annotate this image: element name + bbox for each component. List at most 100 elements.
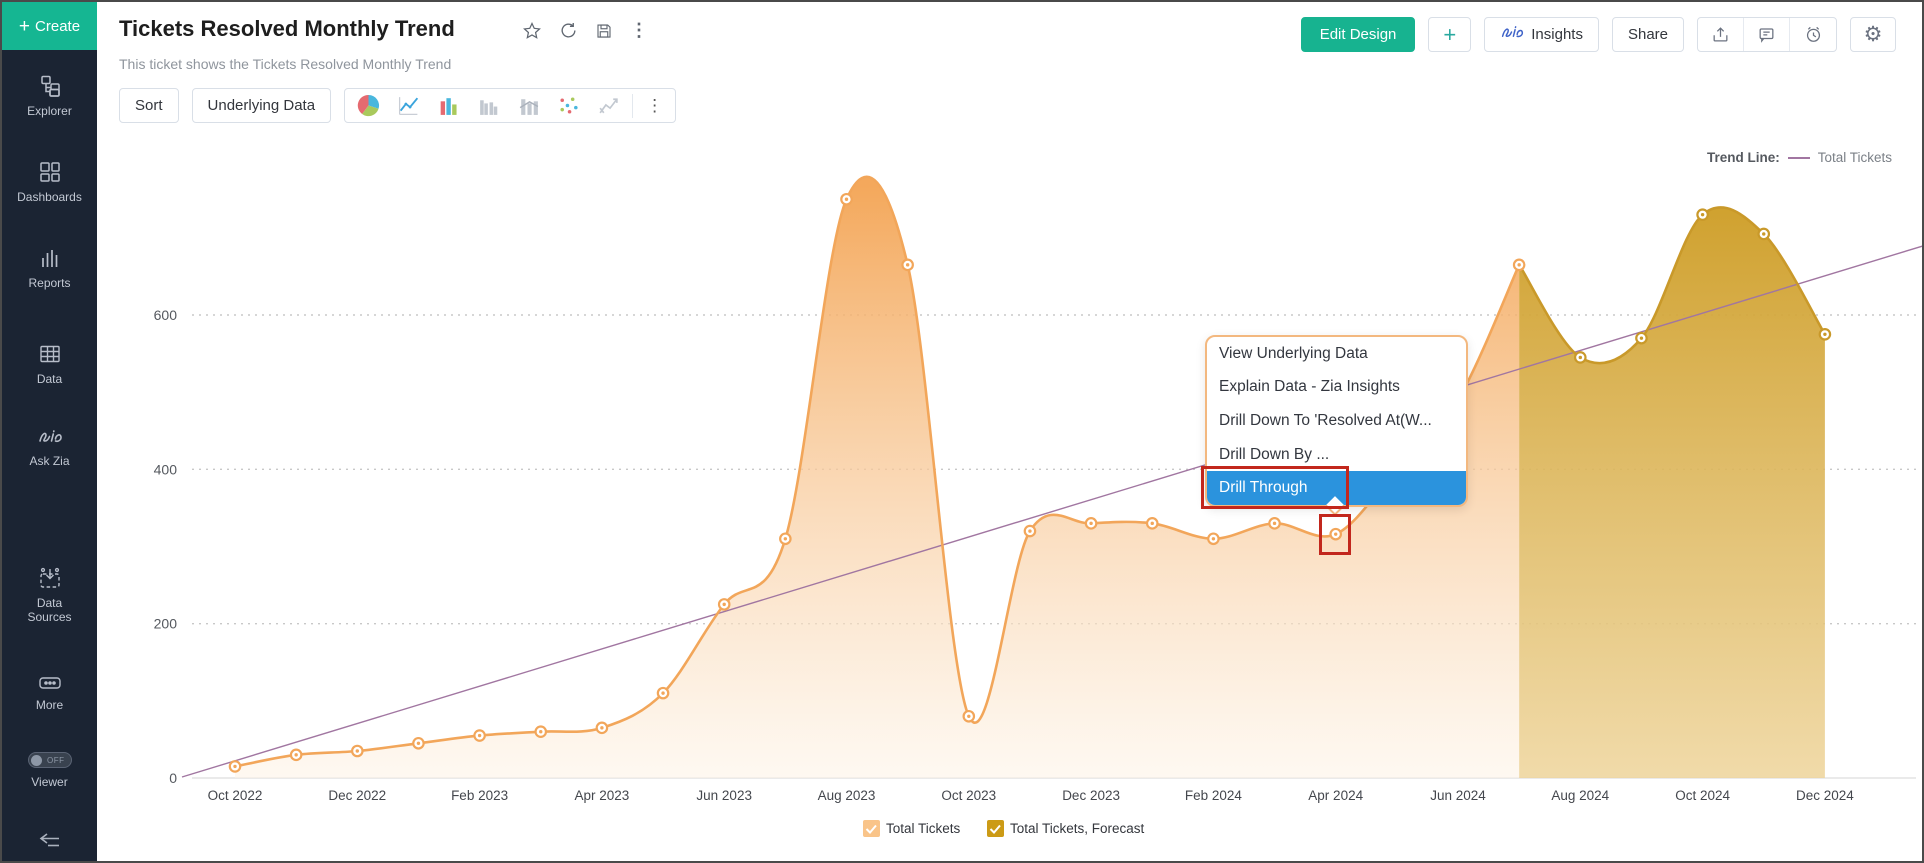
trend-line xyxy=(181,245,1922,778)
explorer-icon xyxy=(2,74,97,98)
viewer-label: Viewer xyxy=(31,775,68,789)
trend-chart-svg[interactable]: 0 200 400 600 Oct 2022 Dec 2022 Feb 2023 Apr 20… xyxy=(97,132,1924,863)
x-axis-tick-label: Dec 2024 xyxy=(1796,788,1854,803)
page-title: Tickets Resolved Monthly Trend xyxy=(119,16,455,41)
stacked-bar-icon[interactable] xyxy=(511,92,545,120)
sidebar-item-ask-zia[interactable]: Ask Zia xyxy=(2,426,97,468)
combo-icon[interactable] xyxy=(591,92,625,120)
x-axis-tick-label: Jun 2023 xyxy=(696,788,752,803)
data-point-center xyxy=(294,753,298,757)
context-menu: View Underlying Data Explain Data - Zia I… xyxy=(1205,335,1468,517)
data-point-center xyxy=(1089,521,1093,526)
main-area: Tickets Resolved Monthly Trend ⋮ This ti… xyxy=(97,2,1922,861)
reports-icon xyxy=(2,246,97,270)
data-point-center xyxy=(1823,332,1827,336)
toggle-off-label: OFF xyxy=(47,755,65,765)
sidebar-item-reports[interactable]: Reports xyxy=(2,246,97,290)
edit-design-button[interactable]: Edit Design xyxy=(1300,17,1416,52)
collapse-sidebar-icon[interactable] xyxy=(2,830,97,855)
sidebar-item-more[interactable]: More xyxy=(2,674,97,712)
data-point-center xyxy=(661,691,665,695)
sidebar: + Create Explorer Dashboards Reports Dat… xyxy=(2,2,97,861)
legend-label: Total Tickets xyxy=(886,821,961,836)
sidebar-item-explorer[interactable]: Explorer xyxy=(2,74,97,118)
sidebar-item-viewer[interactable]: OFF Viewer xyxy=(2,752,97,789)
x-axis-tick-label: Apr 2023 xyxy=(575,788,630,803)
page-subtitle: This ticket shows the Tickets Resolved M… xyxy=(119,56,452,72)
x-axis-tick-label: Feb 2024 xyxy=(1185,788,1243,803)
x-axis-tick-label: Jun 2024 xyxy=(1430,788,1486,803)
export-icon[interactable] xyxy=(1698,18,1744,51)
x-axis-tick-label: Apr 2024 xyxy=(1308,788,1363,803)
check-icon xyxy=(989,824,1001,834)
sidebar-item-label: Reports xyxy=(28,276,71,290)
x-axis-tick-label: Dec 2023 xyxy=(1062,788,1120,803)
data-sources-icon xyxy=(2,566,97,590)
bar-chart-icon[interactable] xyxy=(431,92,465,120)
refresh-icon[interactable] xyxy=(559,21,578,40)
data-point-center xyxy=(844,197,849,201)
insights-label: Insights xyxy=(1531,26,1583,43)
sort-button[interactable]: Sort xyxy=(119,88,179,123)
data-point-center xyxy=(1639,336,1644,340)
sidebar-item-label: Ask Zia xyxy=(29,454,70,468)
legend-label: Total Tickets, Forecast xyxy=(1010,821,1145,836)
legend-checkbox[interactable] xyxy=(987,820,1004,837)
gear-icon[interactable]: ⚙ xyxy=(1850,17,1896,52)
menu-item-explain-data-zia-insights[interactable]: Explain Data - Zia Insights xyxy=(1219,378,1400,396)
data-point-center xyxy=(1517,263,1521,267)
sidebar-item-data-sources[interactable]: Data Sources xyxy=(2,566,97,624)
data-point-center xyxy=(1700,212,1705,217)
top-actions: Edit Design + Insights Share xyxy=(1300,17,1896,52)
report-toolbar: Sort Underlying Data ⋮ xyxy=(119,88,677,123)
create-button[interactable]: + Create xyxy=(2,2,97,50)
data-point-center xyxy=(1272,521,1277,526)
data-point-center xyxy=(1028,529,1032,533)
legend-checkbox[interactable] xyxy=(863,820,880,837)
menu-item-view-underlying-data[interactable]: View Underlying Data xyxy=(1219,344,1368,362)
menu-item-drill-down-by[interactable]: Drill Down By ... xyxy=(1219,445,1330,463)
underlying-data-button[interactable]: Underlying Data xyxy=(191,88,332,123)
data-point-center xyxy=(783,537,788,541)
scatter-icon[interactable] xyxy=(551,92,585,120)
area-forecast[interactable] xyxy=(1519,207,1825,778)
data-point-center xyxy=(600,726,604,730)
check-icon xyxy=(865,824,877,834)
data-icon xyxy=(2,342,97,366)
trend-line-series: Total Tickets xyxy=(1817,150,1892,165)
share-button[interactable]: Share xyxy=(1611,17,1684,52)
zia-icon xyxy=(1500,25,1524,44)
data-point-center xyxy=(416,741,421,745)
menu-item-drill-down-to-resolved-at-w[interactable]: Drill Down To 'Resolved At(W... xyxy=(1219,411,1432,429)
add-button[interactable]: + xyxy=(1428,17,1472,52)
line-chart-icon[interactable] xyxy=(391,92,425,120)
data-point-center xyxy=(967,714,971,718)
divider xyxy=(632,93,634,118)
kebab-icon[interactable]: ⋮ xyxy=(630,20,648,40)
star-icon[interactable] xyxy=(522,21,542,41)
data-point-center xyxy=(233,764,237,769)
toggle-knob-icon xyxy=(30,754,42,766)
comment-icon[interactable] xyxy=(1744,18,1790,51)
y-axis-tick-label: 600 xyxy=(154,307,178,323)
sidebar-item-label: More xyxy=(35,698,64,712)
save-icon[interactable] xyxy=(595,22,613,40)
sidebar-item-dashboards[interactable]: Dashboards xyxy=(2,160,97,204)
pie-chart-icon[interactable] xyxy=(351,92,385,120)
insights-button[interactable]: Insights xyxy=(1484,17,1599,52)
line-forecast[interactable] xyxy=(1518,206,1827,365)
x-axis-tick-label: Aug 2024 xyxy=(1551,788,1609,803)
area-total-tickets[interactable] xyxy=(235,176,1520,778)
sidebar-item-label: Dashboards xyxy=(17,190,82,204)
x-axis-tick-label: Aug 2023 xyxy=(818,788,876,803)
grouped-bar-icon[interactable] xyxy=(471,92,505,120)
chart-area[interactable]: 0 200 400 600 Oct 2022 Dec 2022 Feb 2023 Apr 20… xyxy=(97,132,1924,863)
alarm-icon[interactable] xyxy=(1790,18,1836,51)
sidebar-item-data[interactable]: Data xyxy=(2,342,97,386)
data-point-center xyxy=(1578,355,1583,360)
data-point-center xyxy=(1334,532,1338,536)
chart-type-group: ⋮ xyxy=(344,88,677,123)
viewer-toggle[interactable]: OFF xyxy=(27,752,72,768)
sidebar-item-label: Data xyxy=(36,372,63,386)
chart-type-more-icon[interactable]: ⋮ xyxy=(646,95,664,115)
